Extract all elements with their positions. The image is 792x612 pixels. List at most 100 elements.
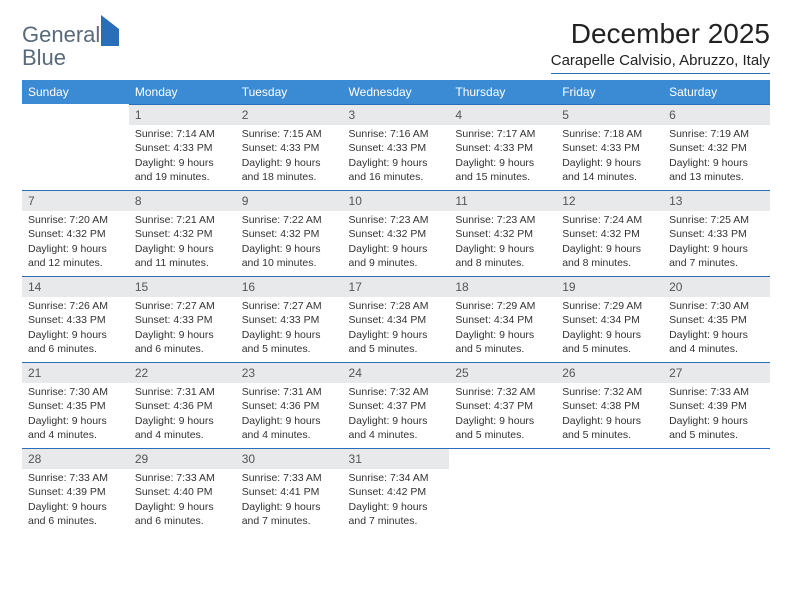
month-title: December 2025 (551, 18, 770, 50)
calendar-cell: 20Sunrise: 7:30 AMSunset: 4:35 PMDayligh… (663, 276, 770, 362)
weekday-header: Sunday (22, 80, 129, 104)
weekday-header-row: Sunday Monday Tuesday Wednesday Thursday… (22, 80, 770, 104)
day-number: 14 (22, 276, 129, 297)
day-number: 20 (663, 276, 770, 297)
calendar-table: Sunday Monday Tuesday Wednesday Thursday… (22, 80, 770, 532)
day-number: 22 (129, 362, 236, 383)
day-body: Sunrise: 7:23 AMSunset: 4:32 PMDaylight:… (449, 211, 556, 274)
calendar-row: 28Sunrise: 7:33 AMSunset: 4:39 PMDayligh… (22, 448, 770, 532)
weekday-header: Thursday (449, 80, 556, 104)
day-number: 3 (343, 104, 450, 125)
calendar-row: 7Sunrise: 7:20 AMSunset: 4:32 PMDaylight… (22, 190, 770, 276)
calendar-cell: 6Sunrise: 7:19 AMSunset: 4:32 PMDaylight… (663, 104, 770, 190)
calendar-cell: 22Sunrise: 7:31 AMSunset: 4:36 PMDayligh… (129, 362, 236, 448)
calendar-cell: 5Sunrise: 7:18 AMSunset: 4:33 PMDaylight… (556, 104, 663, 190)
calendar-cell: 10Sunrise: 7:23 AMSunset: 4:32 PMDayligh… (343, 190, 450, 276)
day-body: Sunrise: 7:32 AMSunset: 4:37 PMDaylight:… (343, 383, 450, 446)
calendar-row: 21Sunrise: 7:30 AMSunset: 4:35 PMDayligh… (22, 362, 770, 448)
calendar-cell (22, 104, 129, 190)
day-body: Sunrise: 7:32 AMSunset: 4:38 PMDaylight:… (556, 383, 663, 446)
calendar-cell: 8Sunrise: 7:21 AMSunset: 4:32 PMDaylight… (129, 190, 236, 276)
calendar-cell: 7Sunrise: 7:20 AMSunset: 4:32 PMDaylight… (22, 190, 129, 276)
calendar-row: 1Sunrise: 7:14 AMSunset: 4:33 PMDaylight… (22, 104, 770, 190)
day-number: 27 (663, 362, 770, 383)
day-body: Sunrise: 7:23 AMSunset: 4:32 PMDaylight:… (343, 211, 450, 274)
day-number: 1 (129, 104, 236, 125)
day-number: 18 (449, 276, 556, 297)
day-body: Sunrise: 7:29 AMSunset: 4:34 PMDaylight:… (449, 297, 556, 360)
day-body: Sunrise: 7:19 AMSunset: 4:32 PMDaylight:… (663, 125, 770, 188)
day-body: Sunrise: 7:18 AMSunset: 4:33 PMDaylight:… (556, 125, 663, 188)
day-body: Sunrise: 7:33 AMSunset: 4:39 PMDaylight:… (663, 383, 770, 446)
day-number: 25 (449, 362, 556, 383)
day-body: Sunrise: 7:21 AMSunset: 4:32 PMDaylight:… (129, 211, 236, 274)
day-body: Sunrise: 7:29 AMSunset: 4:34 PMDaylight:… (556, 297, 663, 360)
day-body: Sunrise: 7:32 AMSunset: 4:37 PMDaylight:… (449, 383, 556, 446)
day-number: 2 (236, 104, 343, 125)
day-body: Sunrise: 7:16 AMSunset: 4:33 PMDaylight:… (343, 125, 450, 188)
day-body: Sunrise: 7:17 AMSunset: 4:33 PMDaylight:… (449, 125, 556, 188)
weekday-header: Friday (556, 80, 663, 104)
day-number: 15 (129, 276, 236, 297)
day-body: Sunrise: 7:33 AMSunset: 4:39 PMDaylight:… (22, 469, 129, 532)
calendar-cell: 25Sunrise: 7:32 AMSunset: 4:37 PMDayligh… (449, 362, 556, 448)
day-body: Sunrise: 7:30 AMSunset: 4:35 PMDaylight:… (22, 383, 129, 446)
calendar-row: 14Sunrise: 7:26 AMSunset: 4:33 PMDayligh… (22, 276, 770, 362)
calendar-cell: 3Sunrise: 7:16 AMSunset: 4:33 PMDaylight… (343, 104, 450, 190)
calendar-cell: 16Sunrise: 7:27 AMSunset: 4:33 PMDayligh… (236, 276, 343, 362)
location: Carapelle Calvisio, Abruzzo, Italy (551, 52, 770, 74)
day-body: Sunrise: 7:33 AMSunset: 4:41 PMDaylight:… (236, 469, 343, 532)
title-block: December 2025 Carapelle Calvisio, Abruzz… (551, 18, 770, 74)
calendar-cell: 23Sunrise: 7:31 AMSunset: 4:36 PMDayligh… (236, 362, 343, 448)
calendar-cell (556, 448, 663, 532)
calendar-cell: 19Sunrise: 7:29 AMSunset: 4:34 PMDayligh… (556, 276, 663, 362)
day-number: 28 (22, 448, 129, 469)
day-body: Sunrise: 7:14 AMSunset: 4:33 PMDaylight:… (129, 125, 236, 188)
day-number: 10 (343, 190, 450, 211)
weekday-header: Saturday (663, 80, 770, 104)
calendar-cell: 9Sunrise: 7:22 AMSunset: 4:32 PMDaylight… (236, 190, 343, 276)
calendar-cell: 15Sunrise: 7:27 AMSunset: 4:33 PMDayligh… (129, 276, 236, 362)
calendar-cell: 14Sunrise: 7:26 AMSunset: 4:33 PMDayligh… (22, 276, 129, 362)
day-number: 16 (236, 276, 343, 297)
day-body: Sunrise: 7:33 AMSunset: 4:40 PMDaylight:… (129, 469, 236, 532)
weekday-header: Monday (129, 80, 236, 104)
calendar-cell: 21Sunrise: 7:30 AMSunset: 4:35 PMDayligh… (22, 362, 129, 448)
day-number: 24 (343, 362, 450, 383)
calendar-cell: 2Sunrise: 7:15 AMSunset: 4:33 PMDaylight… (236, 104, 343, 190)
calendar-cell: 11Sunrise: 7:23 AMSunset: 4:32 PMDayligh… (449, 190, 556, 276)
day-number: 31 (343, 448, 450, 469)
day-body: Sunrise: 7:34 AMSunset: 4:42 PMDaylight:… (343, 469, 450, 532)
calendar-cell (449, 448, 556, 532)
calendar-cell: 1Sunrise: 7:14 AMSunset: 4:33 PMDaylight… (129, 104, 236, 190)
calendar-cell: 13Sunrise: 7:25 AMSunset: 4:33 PMDayligh… (663, 190, 770, 276)
logo-word2: Blue (22, 45, 66, 70)
day-number: 29 (129, 448, 236, 469)
calendar-cell: 4Sunrise: 7:17 AMSunset: 4:33 PMDaylight… (449, 104, 556, 190)
logo-word1: General (22, 22, 100, 47)
logo-sail-icon (101, 15, 119, 46)
day-body: Sunrise: 7:26 AMSunset: 4:33 PMDaylight:… (22, 297, 129, 360)
calendar-cell: 26Sunrise: 7:32 AMSunset: 4:38 PMDayligh… (556, 362, 663, 448)
day-body: Sunrise: 7:27 AMSunset: 4:33 PMDaylight:… (236, 297, 343, 360)
day-number: 9 (236, 190, 343, 211)
day-body: Sunrise: 7:24 AMSunset: 4:32 PMDaylight:… (556, 211, 663, 274)
day-number: 7 (22, 190, 129, 211)
calendar-cell: 12Sunrise: 7:24 AMSunset: 4:32 PMDayligh… (556, 190, 663, 276)
day-body: Sunrise: 7:31 AMSunset: 4:36 PMDaylight:… (129, 383, 236, 446)
day-number: 5 (556, 104, 663, 125)
day-number: 11 (449, 190, 556, 211)
day-body: Sunrise: 7:28 AMSunset: 4:34 PMDaylight:… (343, 297, 450, 360)
day-number: 13 (663, 190, 770, 211)
day-number: 6 (663, 104, 770, 125)
day-number: 26 (556, 362, 663, 383)
calendar-cell: 31Sunrise: 7:34 AMSunset: 4:42 PMDayligh… (343, 448, 450, 532)
day-number: 19 (556, 276, 663, 297)
calendar-cell: 29Sunrise: 7:33 AMSunset: 4:40 PMDayligh… (129, 448, 236, 532)
trailing-blank (449, 448, 556, 449)
day-number: 23 (236, 362, 343, 383)
logo: General Blue (22, 18, 119, 70)
calendar-cell (663, 448, 770, 532)
day-body: Sunrise: 7:20 AMSunset: 4:32 PMDaylight:… (22, 211, 129, 274)
day-body: Sunrise: 7:30 AMSunset: 4:35 PMDaylight:… (663, 297, 770, 360)
